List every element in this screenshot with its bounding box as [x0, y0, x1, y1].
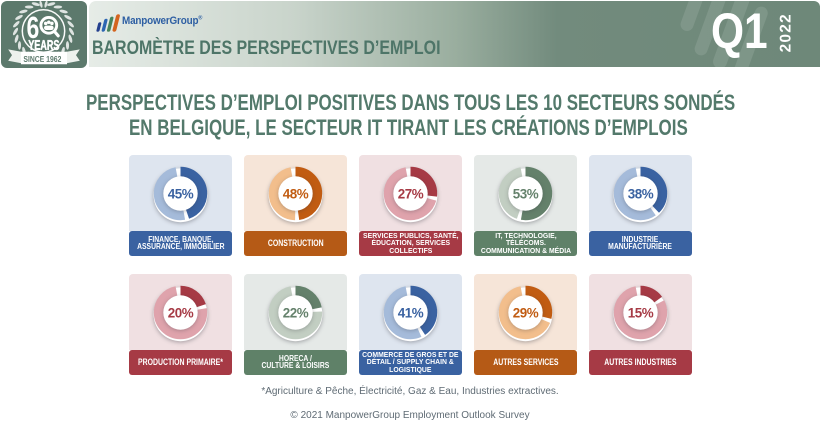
- svg-text:45%: 45%: [168, 186, 194, 201]
- svg-text:53%: 53%: [513, 186, 539, 201]
- svg-text:38%: 38%: [628, 186, 654, 201]
- svg-text:15%: 15%: [628, 305, 654, 320]
- svg-text:41%: 41%: [398, 305, 424, 320]
- svg-text:27%: 27%: [398, 186, 424, 201]
- svg-text:22%: 22%: [283, 305, 309, 320]
- svg-text:29%: 29%: [513, 305, 539, 320]
- svg-text:20%: 20%: [168, 305, 194, 320]
- svg-text:48%: 48%: [283, 186, 309, 201]
